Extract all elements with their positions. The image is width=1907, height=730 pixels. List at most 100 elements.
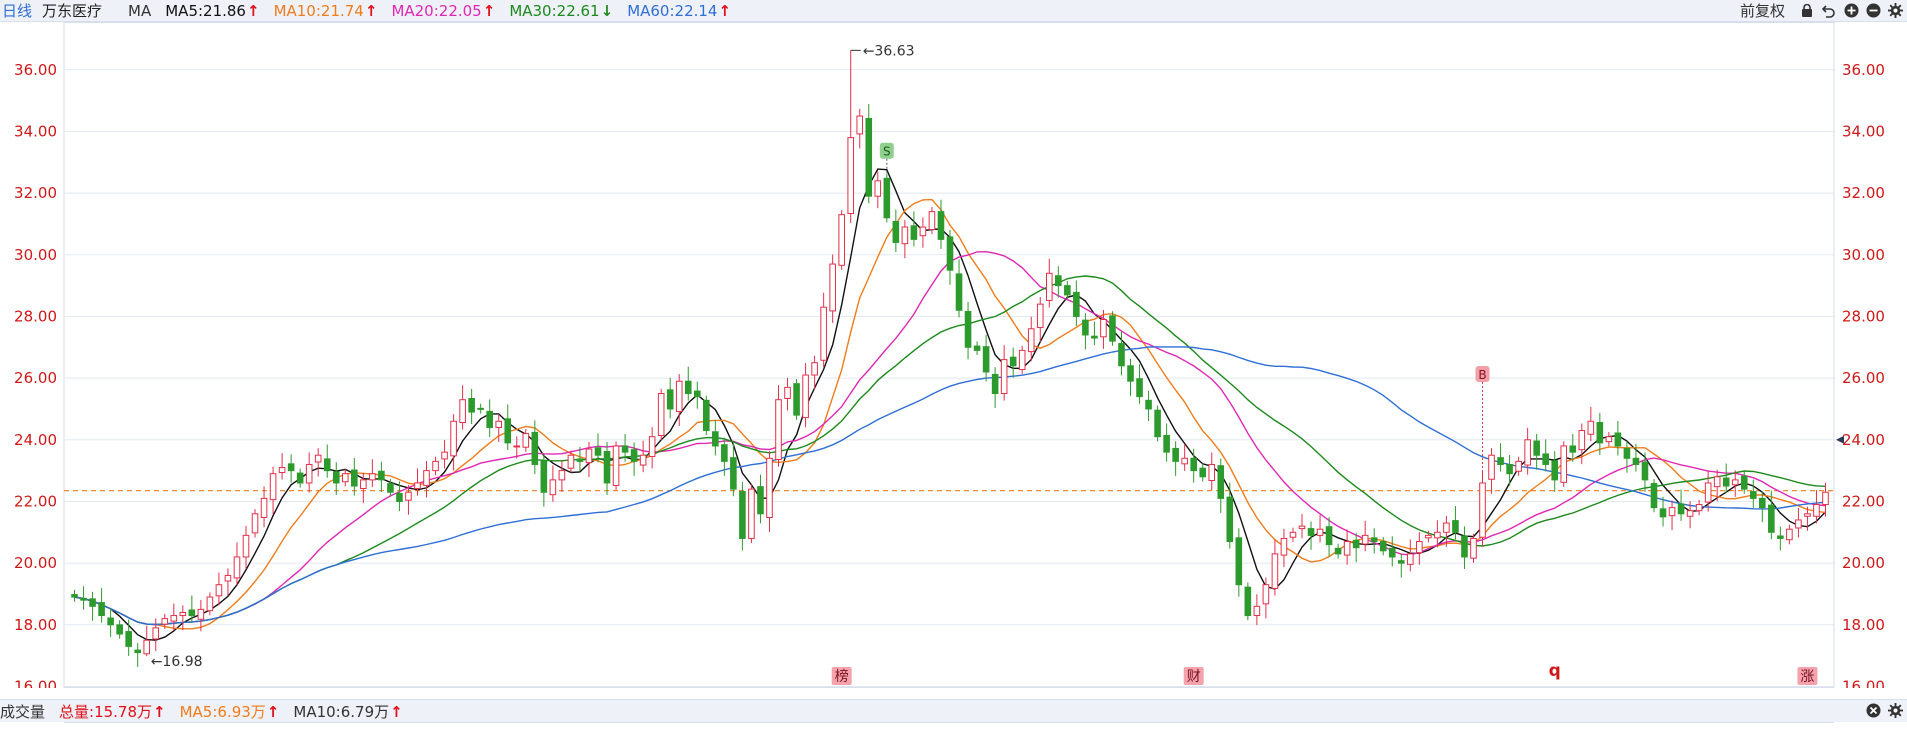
undo-icon[interactable]: [1821, 3, 1837, 19]
settings-icon[interactable]: [1887, 702, 1903, 718]
y-tick-label-left: 34.00: [14, 122, 57, 140]
candle-up: [305, 463, 313, 484]
volume-ma10: MA10:6.79万↑: [293, 701, 402, 722]
candle-down: [1127, 365, 1134, 382]
candle-up: [1560, 445, 1568, 483]
arrow-up-icon: ↑: [718, 1, 732, 20]
high-annotation-label: ←36.63: [863, 43, 915, 59]
y-tick-label-left: 24.00: [14, 431, 57, 449]
candle-down: [666, 389, 674, 410]
candle-up: [1416, 541, 1423, 554]
candle-down: [576, 458, 584, 462]
candle-down: [955, 273, 963, 311]
candle-down: [1226, 496, 1234, 543]
buy-marker-label: B: [1478, 368, 1486, 382]
candle-down: [134, 649, 141, 654]
candle-up: [1488, 454, 1495, 480]
volume-ma5-text: MA5:6.93万: [179, 702, 266, 721]
candle-up: [1027, 328, 1035, 353]
candle-up: [612, 445, 620, 486]
candle-up: [1045, 272, 1053, 301]
candle-down: [351, 469, 358, 487]
candle-up: [1605, 436, 1613, 443]
candle-up: [260, 497, 268, 518]
candle-down: [946, 236, 954, 271]
candle-up: [1425, 534, 1432, 539]
candle-down: [80, 597, 87, 601]
candle-down: [1235, 537, 1243, 586]
candle-up: [441, 451, 448, 460]
volume-ma5: MA5:6.93万↑: [180, 701, 280, 722]
y-tick-label-right: 18.00: [1842, 616, 1885, 634]
candle-down: [1118, 343, 1125, 367]
event-marker-label: 榜: [835, 668, 849, 685]
close-icon[interactable]: [1865, 702, 1881, 718]
candle-up: [1407, 553, 1414, 565]
candle-down: [1397, 560, 1405, 564]
candle-down: [1569, 445, 1577, 453]
candle-up: [1731, 479, 1739, 486]
candle-down: [1506, 463, 1513, 475]
candle-down: [621, 445, 629, 453]
candle-up: [1018, 349, 1026, 370]
candle-up: [558, 470, 566, 481]
candle-up: [1704, 482, 1712, 503]
ma-legend-item-ma30: MA30:22.61↓: [509, 2, 613, 20]
sell-marker-badge: [879, 142, 894, 159]
candle-up: [1361, 534, 1369, 545]
candle-down: [1217, 465, 1225, 499]
candle-down: [1091, 335, 1098, 339]
candle-up: [1686, 510, 1694, 517]
event-marker-label: 财: [1187, 669, 1201, 685]
candle-down: [991, 373, 999, 395]
candle-up: [775, 399, 782, 461]
arrow-up-icon: ↑: [482, 1, 496, 20]
candle-up: [206, 596, 214, 612]
candle-up: [766, 457, 773, 518]
candle-up: [874, 180, 882, 197]
candle-down: [1777, 535, 1784, 539]
candle-down: [1244, 586, 1252, 617]
candle-up: [549, 479, 557, 496]
indicator-selector[interactable]: MA: [128, 1, 152, 20]
y-tick-label-right: 24.00: [1842, 431, 1885, 449]
candle-down: [1596, 422, 1604, 444]
lock-icon[interactable]: [1799, 3, 1815, 19]
candle-down: [287, 463, 295, 472]
y-tick-label-left: 36.00: [14, 61, 57, 79]
candle-up: [784, 386, 791, 399]
chart-toolbar: 日线 万东医疗 MA MA5:21.86↑ MA10:21.74↑ MA20:22.…: [0, 0, 1907, 22]
candle-down: [883, 177, 891, 219]
candle-down: [1641, 461, 1649, 481]
zoom-out-icon[interactable]: [1865, 3, 1881, 19]
candle-down: [116, 624, 123, 635]
candle-down: [693, 390, 701, 398]
candle-up: [657, 393, 665, 436]
candle-up: [829, 263, 836, 312]
adjust-selector[interactable]: 前复权: [1739, 2, 1785, 20]
volume-toolbar: 成交量 总量:15.78万↑ MA5:6.93万↑ MA10:6.79万↑: [0, 699, 1907, 722]
zoom-in-icon[interactable]: [1843, 3, 1859, 19]
candle-down: [1082, 319, 1089, 336]
candle-up: [928, 211, 936, 231]
candle-down: [892, 220, 900, 243]
ma-legend-item-ma20: MA20:22.05↑: [391, 2, 495, 20]
candle-down: [1379, 541, 1387, 552]
settings-icon[interactable]: [1887, 3, 1903, 19]
arrow-up-icon: ↑: [246, 1, 260, 20]
y-tick-label-right: 20.00: [1842, 554, 1885, 572]
candle-up: [233, 556, 241, 579]
candle-down: [1749, 491, 1757, 499]
candle-down: [1614, 432, 1622, 447]
candle-up: [1813, 504, 1820, 517]
candle-down: [1055, 275, 1062, 287]
candle-down: [684, 380, 692, 395]
candle-down: [1172, 447, 1179, 462]
kline-chart-svg: 16.00 16.00 18.00 18.00 20.00 20.00 22.00 22.00…: [14, 22, 1885, 695]
period-selector[interactable]: 日线: [2, 2, 33, 20]
candle-up: [369, 473, 376, 481]
candle-up: [414, 482, 421, 490]
kline-chart[interactable]: 16.00 16.00 18.00 18.00 20.00 20.00 22.00 22.00…: [0, 22, 1907, 695]
candle-down: [1163, 434, 1170, 453]
candle-down: [1352, 539, 1360, 549]
